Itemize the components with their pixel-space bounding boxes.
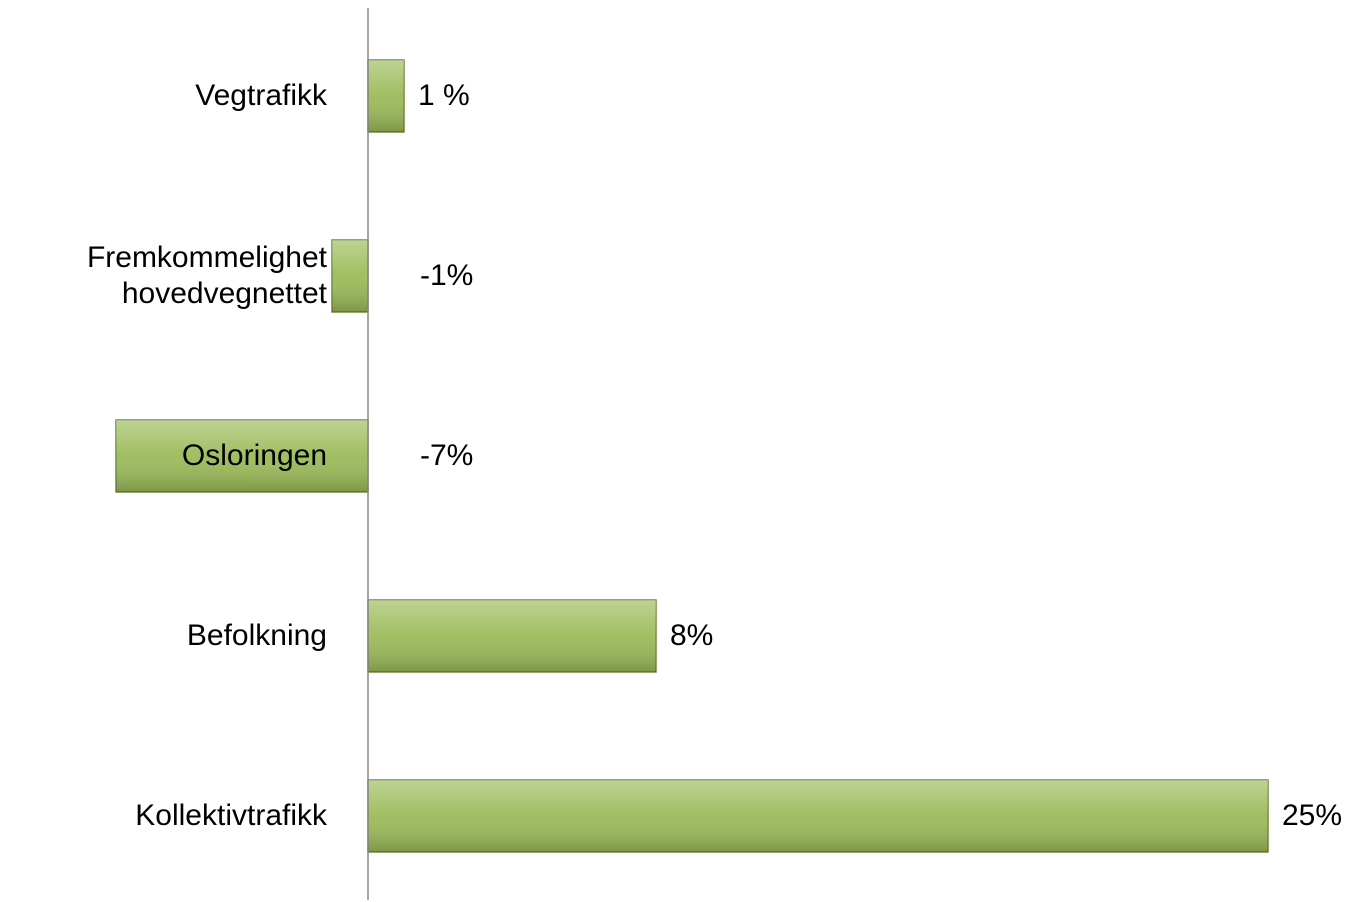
category-label: Befolkning bbox=[186, 619, 327, 652]
category-label: Kollektivtrafikk bbox=[135, 799, 327, 832]
value-label: 25% bbox=[1282, 799, 1343, 832]
bar-shade bbox=[332, 240, 368, 312]
value-label: 1 % bbox=[418, 79, 470, 112]
bar-shade bbox=[368, 600, 656, 672]
category-label: Fremkommelighet hovedvegnettet bbox=[86, 241, 327, 310]
bar-shade bbox=[116, 420, 368, 492]
value-label: -1% bbox=[420, 259, 474, 292]
value-label: 8% bbox=[670, 619, 714, 652]
category-label: Vegtrafikk bbox=[195, 79, 327, 112]
value-label: -7% bbox=[420, 439, 474, 472]
category-label: Osloringen bbox=[181, 439, 327, 472]
bar-shade bbox=[368, 60, 404, 132]
bar-shade bbox=[368, 780, 1268, 852]
